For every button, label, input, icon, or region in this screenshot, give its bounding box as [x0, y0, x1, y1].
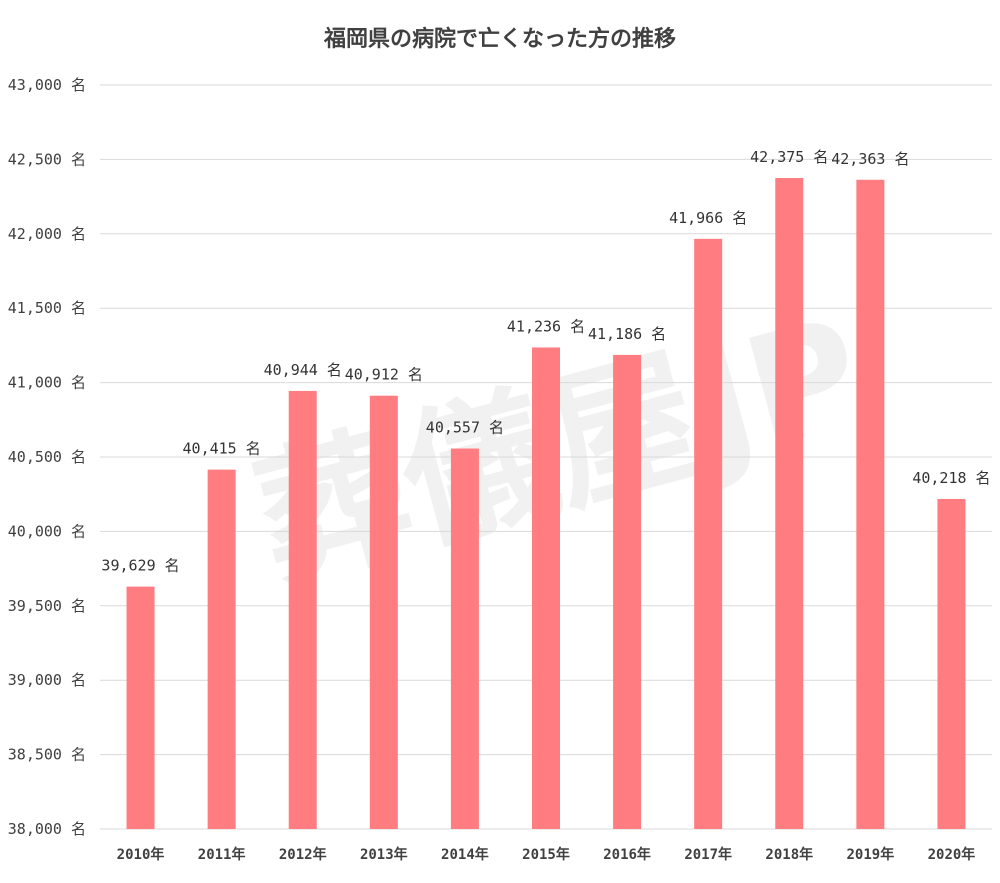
bar [126, 586, 155, 829]
y-tick-label: 39,000 名 [8, 671, 86, 689]
bar [532, 347, 560, 829]
bars [126, 178, 966, 830]
x-tick-label: 2013年 [360, 846, 408, 863]
y-tick-label: 42,500 名 [8, 150, 86, 168]
bar [775, 178, 804, 829]
x-tick-label: 2015年 [522, 846, 570, 863]
bar [369, 395, 398, 829]
data-label: 40,218 名 [912, 469, 990, 487]
data-label: 40,557 名 [426, 419, 504, 437]
bar [856, 179, 885, 830]
bar [207, 469, 236, 829]
bar [694, 238, 723, 830]
bar [613, 354, 642, 829]
data-label: 39,629 名 [101, 557, 179, 575]
x-tick-label: 2017年 [684, 846, 732, 863]
data-label: 40,912 名 [345, 366, 423, 384]
y-tick-label: 41,000 名 [8, 374, 86, 392]
x-tick-label: 2012年 [279, 846, 327, 863]
data-label: 41,186 名 [588, 325, 666, 343]
bar [937, 498, 966, 829]
x-tick-label: 2020年 [928, 846, 976, 863]
y-tick-label: 43,000 名 [8, 76, 86, 94]
y-tick-label: 41,500 名 [8, 299, 86, 317]
y-tick-label: 39,500 名 [8, 597, 86, 615]
data-label: 42,363 名 [831, 150, 909, 168]
x-tick-label: 2016年 [603, 846, 651, 863]
x-tick-label: 2010年 [117, 846, 165, 863]
data-label: 40,944 名 [264, 361, 342, 379]
data-labels: 39,629 名 40,415 名 40,944 名 40,912 名 40,557 名… [101, 148, 990, 575]
data-label: 41,966 名 [669, 209, 747, 227]
y-tick-label: 40,500 名 [8, 448, 86, 466]
data-label: 42,375 名 [750, 148, 828, 166]
x-tick-label: 2019年 [847, 846, 895, 863]
y-tick-label: 40,000 名 [8, 522, 86, 540]
bar [288, 390, 317, 829]
bar [450, 448, 479, 829]
y-tick-label: 42,000 名 [8, 225, 86, 243]
y-axis-ticks: 38,000 名 38,500 名 39,000 名 39,500 名 40,000 名… [8, 76, 86, 838]
y-tick-label: 38,500 名 [8, 746, 86, 764]
y-tick-label: 38,000 名 [8, 820, 86, 838]
chart-title: 福岡県の病院で亡くなった方の推移 [323, 26, 676, 52]
x-tick-label: 2011年 [198, 846, 246, 863]
x-tick-label: 2018年 [765, 846, 813, 863]
data-label: 40,415 名 [183, 440, 261, 458]
x-tick-label: 2014年 [441, 846, 489, 863]
x-axis-ticks: 2010年 2011年 2012年 2013年 2014年 2015年 2016年 2017年… [117, 846, 976, 863]
data-label: 41,236 名 [507, 317, 585, 335]
